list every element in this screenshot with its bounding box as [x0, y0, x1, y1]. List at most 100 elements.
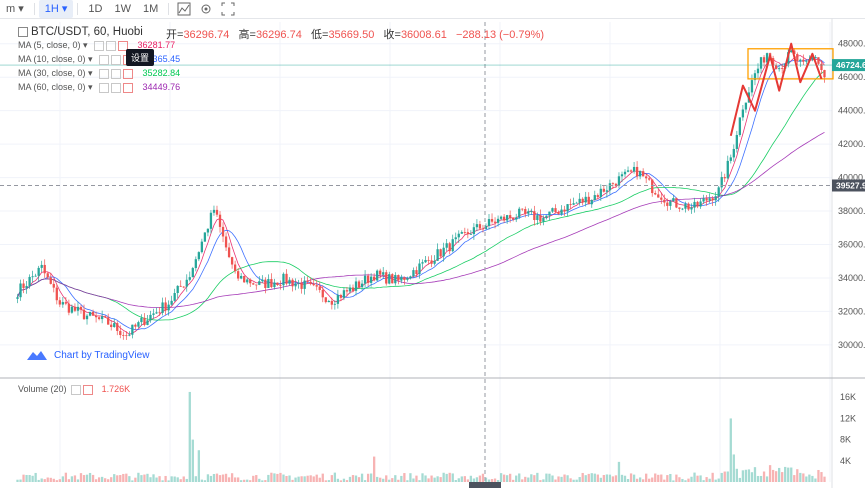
candle [566, 204, 569, 217]
candle [291, 278, 294, 292]
candle [805, 59, 808, 65]
volume-bar [79, 473, 83, 482]
candle [131, 324, 134, 339]
volume-bar [738, 477, 742, 482]
volume-bar [490, 479, 494, 482]
volume-bar [212, 473, 216, 482]
interval-1d[interactable]: 1D [88, 3, 103, 15]
volume-bar [720, 472, 723, 482]
volume-label: Volume (20) [18, 384, 67, 394]
volume-tick-label: 16K [840, 392, 856, 402]
price-tick-label: 36000.0 [838, 240, 865, 250]
volume-bar [442, 472, 445, 482]
ma-settings-icon[interactable] [98, 82, 109, 93]
candle [400, 274, 403, 284]
candle [820, 60, 823, 74]
candle [240, 273, 243, 280]
ma-legend-label[interactable]: MA (30, close, 0) ▾ [18, 68, 93, 78]
volume-bar [448, 472, 451, 482]
candle [46, 272, 49, 279]
trend-zigzag-drawing[interactable] [729, 42, 823, 137]
ma-hide-icon[interactable] [110, 54, 121, 65]
volume-bar [336, 478, 340, 482]
interval-1m[interactable]: 1M [142, 3, 159, 15]
volume-bar [385, 475, 388, 482]
volume-bar [412, 478, 415, 482]
volume-bar [119, 475, 122, 482]
candle [31, 270, 34, 283]
ma-settings-icon[interactable] [98, 68, 109, 79]
volume-bar [94, 479, 98, 482]
settings-icon[interactable] [199, 2, 213, 16]
volume-bar [125, 473, 128, 482]
candle [551, 207, 554, 214]
candle [104, 315, 107, 318]
ma-hide-icon[interactable] [110, 82, 121, 93]
volume-bar [152, 474, 155, 482]
candle [285, 269, 288, 286]
ma-hide-icon[interactable] [105, 40, 116, 51]
symbol-title: BTC/USDT, 60, Huobi [18, 26, 143, 38]
price-chart[interactable]: 30000.0 32000.0 34000.0 36000.0 38000.0 40000… [0, 18, 865, 488]
volume-bar [587, 473, 590, 482]
price-tick-label: 30000.0 [838, 340, 865, 350]
candle [221, 222, 225, 243]
ma-close-icon[interactable] [117, 40, 128, 51]
volume-bar [605, 474, 609, 482]
volume-bar [209, 475, 213, 482]
volume-bar [249, 480, 252, 482]
candle [778, 65, 781, 72]
candle [457, 230, 460, 243]
candle [403, 276, 406, 285]
ma-hide-icon[interactable] [110, 68, 121, 79]
collapse-icon[interactable] [18, 26, 28, 37]
ma-close-icon[interactable] [122, 82, 133, 93]
candle [406, 276, 409, 282]
interval-1h[interactable]: 1H ▾ [38, 0, 74, 18]
volume-bar [690, 476, 693, 482]
high-value: 36296.74 [255, 29, 302, 41]
ma-legend-label[interactable]: MA (10, close, 0) ▾ [18, 54, 93, 64]
candle [735, 130, 738, 153]
candle [182, 286, 185, 289]
tradingview-watermark[interactable]: Chart by TradingView [26, 348, 149, 362]
fullscreen-icon[interactable] [221, 2, 235, 16]
ma-legend-label[interactable]: MA (60, close, 0) ▾ [18, 82, 93, 92]
symbol-label: BTC/USDT, 60, Huobi [31, 26, 143, 38]
candle [161, 297, 164, 316]
volume-close-icon[interactable] [83, 384, 94, 395]
volume-bar [632, 474, 636, 482]
volume-bar [629, 473, 633, 482]
volume-bar [602, 474, 606, 482]
volume-bar [626, 479, 630, 482]
candle [215, 205, 219, 217]
ma-settings-icon[interactable] [93, 40, 104, 51]
candle [267, 274, 270, 289]
volume-bar [512, 479, 515, 482]
candle [409, 275, 412, 280]
interval-m[interactable]: m ▾ [6, 3, 24, 15]
indicator-icon[interactable] [177, 2, 191, 16]
volume-bar [762, 471, 766, 482]
candle [726, 155, 729, 180]
interval-1w[interactable]: 1W [114, 3, 131, 15]
volume-bar [158, 476, 161, 482]
candle [796, 52, 799, 66]
volume-settings-icon[interactable] [71, 384, 82, 395]
volume-bar [236, 477, 240, 482]
volume-bar [357, 477, 361, 482]
ma-close-icon[interactable] [122, 68, 133, 79]
volume-bar [339, 480, 343, 482]
candle [599, 184, 602, 201]
ma-legend-label[interactable]: MA (5, close, 0) ▾ [18, 40, 88, 50]
candle [312, 278, 315, 287]
volume-bar [164, 475, 167, 482]
candle [19, 279, 22, 301]
volume-bar [182, 476, 185, 482]
ma-settings-icon[interactable] [98, 54, 109, 65]
volume-bar [306, 475, 309, 482]
candle [294, 278, 297, 291]
volume-bar [221, 474, 225, 482]
volume-bar [31, 475, 34, 482]
